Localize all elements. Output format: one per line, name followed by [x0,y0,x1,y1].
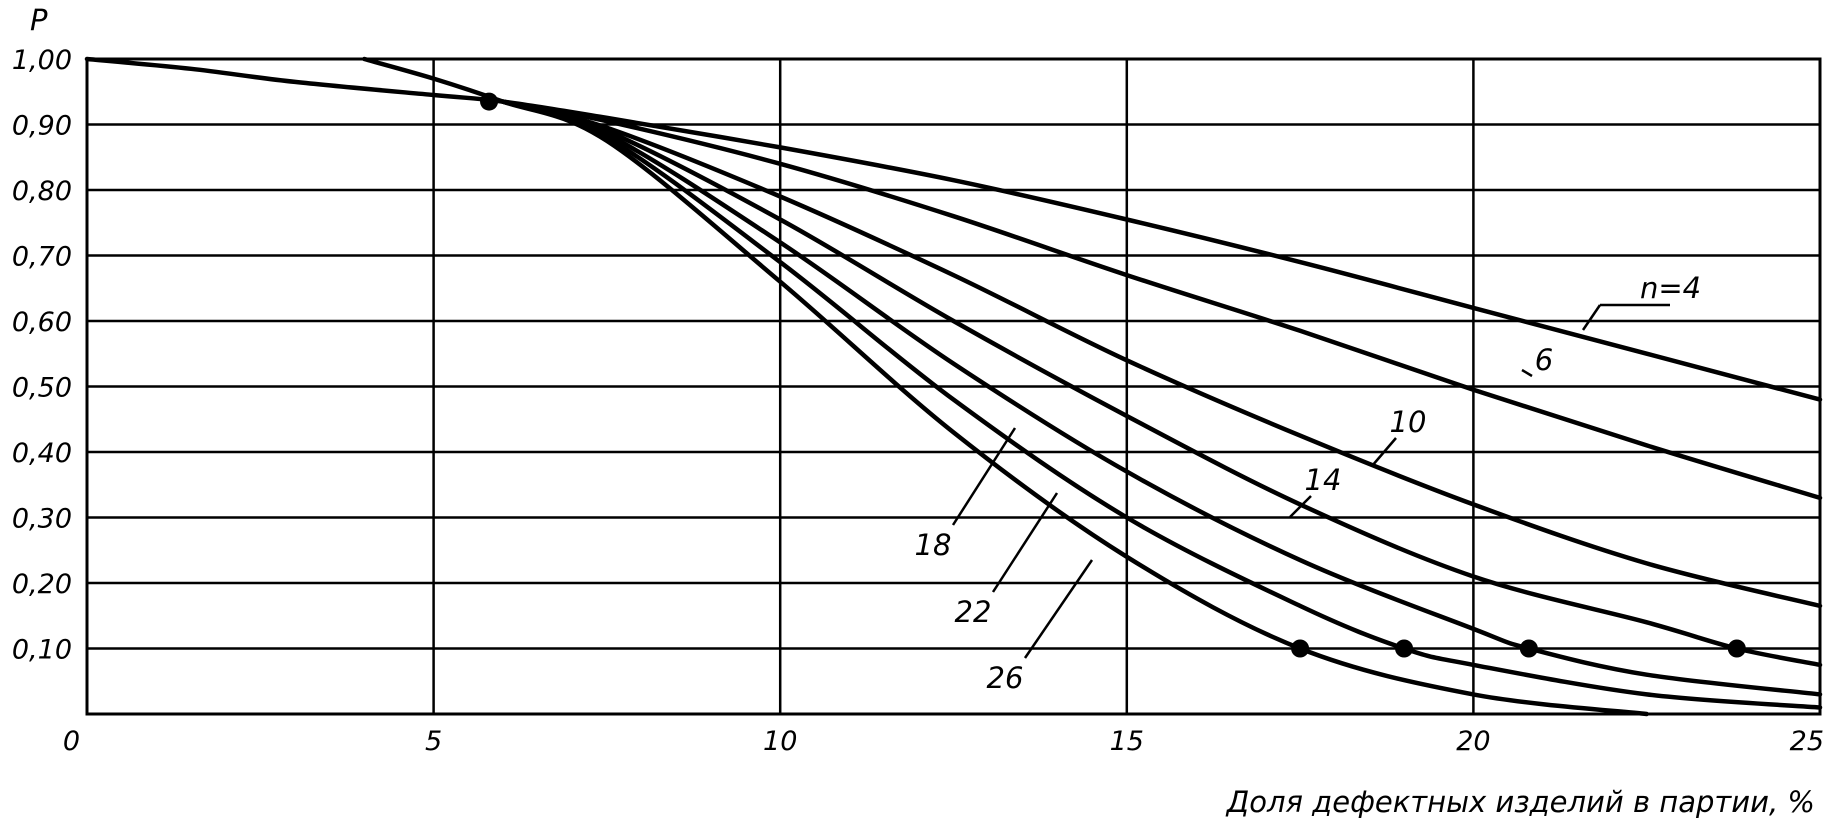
y-tick-label: 0,90 [12,111,72,142]
series-line-6 [500,99,1823,501]
leader-line [1023,559,1094,659]
data-point-marker [1727,639,1746,658]
leader-line [1289,495,1312,518]
data-point-marker [1291,639,1310,658]
x-tick-label: 20 [1456,726,1490,757]
tick-labels: 0 5 10 15 20 25 1,00 0,90 0,80 0,70 0,60 0,50 0,40 0,… [12,45,1824,757]
curve-label-n-4: n=4 [1640,271,1701,305]
data-point-marker [480,92,499,111]
curve-label-26: 26 [987,661,1024,695]
grid [85,57,1822,716]
y-tick-label: 0,50 [12,373,72,404]
x-tick-label: 10 [763,726,797,757]
series-line-10 [500,99,1823,609]
leader-line [1521,368,1533,378]
y-tick-label: 0,30 [12,504,72,535]
x-tick-label: 5 [425,726,442,757]
x-tick-label: 25 [1790,726,1824,757]
series-line-22 [500,99,1823,710]
y-tick-label: 0,20 [12,569,72,600]
x-tick-label: 15 [1110,726,1144,757]
y-tick-label: 0,60 [12,307,72,338]
curve-label-18: 18 [915,528,952,562]
leader-line [991,492,1059,593]
y-tick-label: 0,10 [12,635,72,666]
series-line-14 [500,99,1823,668]
curve-label-22: 22 [955,595,992,629]
y-tick-label: 0,80 [12,176,72,207]
series-line-n-4 [84,56,1823,402]
markers [480,92,1746,658]
curve-label-10: 10 [1390,405,1427,439]
plot-frame [85,57,1822,716]
series-line-18 [500,99,1823,697]
y-axis-label: P [30,3,48,37]
y-tick-label: 0,40 [12,438,72,469]
x-axis-label: Доля дефектных изделий в партии, % [1225,785,1815,819]
leader-line [1581,304,1602,331]
label-leaders [951,303,1670,659]
curve-label-6: 6 [1535,343,1553,377]
y-tick-label: 0,70 [12,242,72,273]
leader-line [1371,437,1397,467]
data-point-marker [1519,639,1538,658]
y-tick-label: 1,00 [12,45,72,76]
series-line-26 [362,56,1649,717]
curves [84,56,1823,717]
leader-line [951,427,1017,526]
data-point-marker [1395,639,1414,658]
curve-label-14: 14 [1305,463,1342,497]
x-tick-label: 0 [63,726,80,757]
